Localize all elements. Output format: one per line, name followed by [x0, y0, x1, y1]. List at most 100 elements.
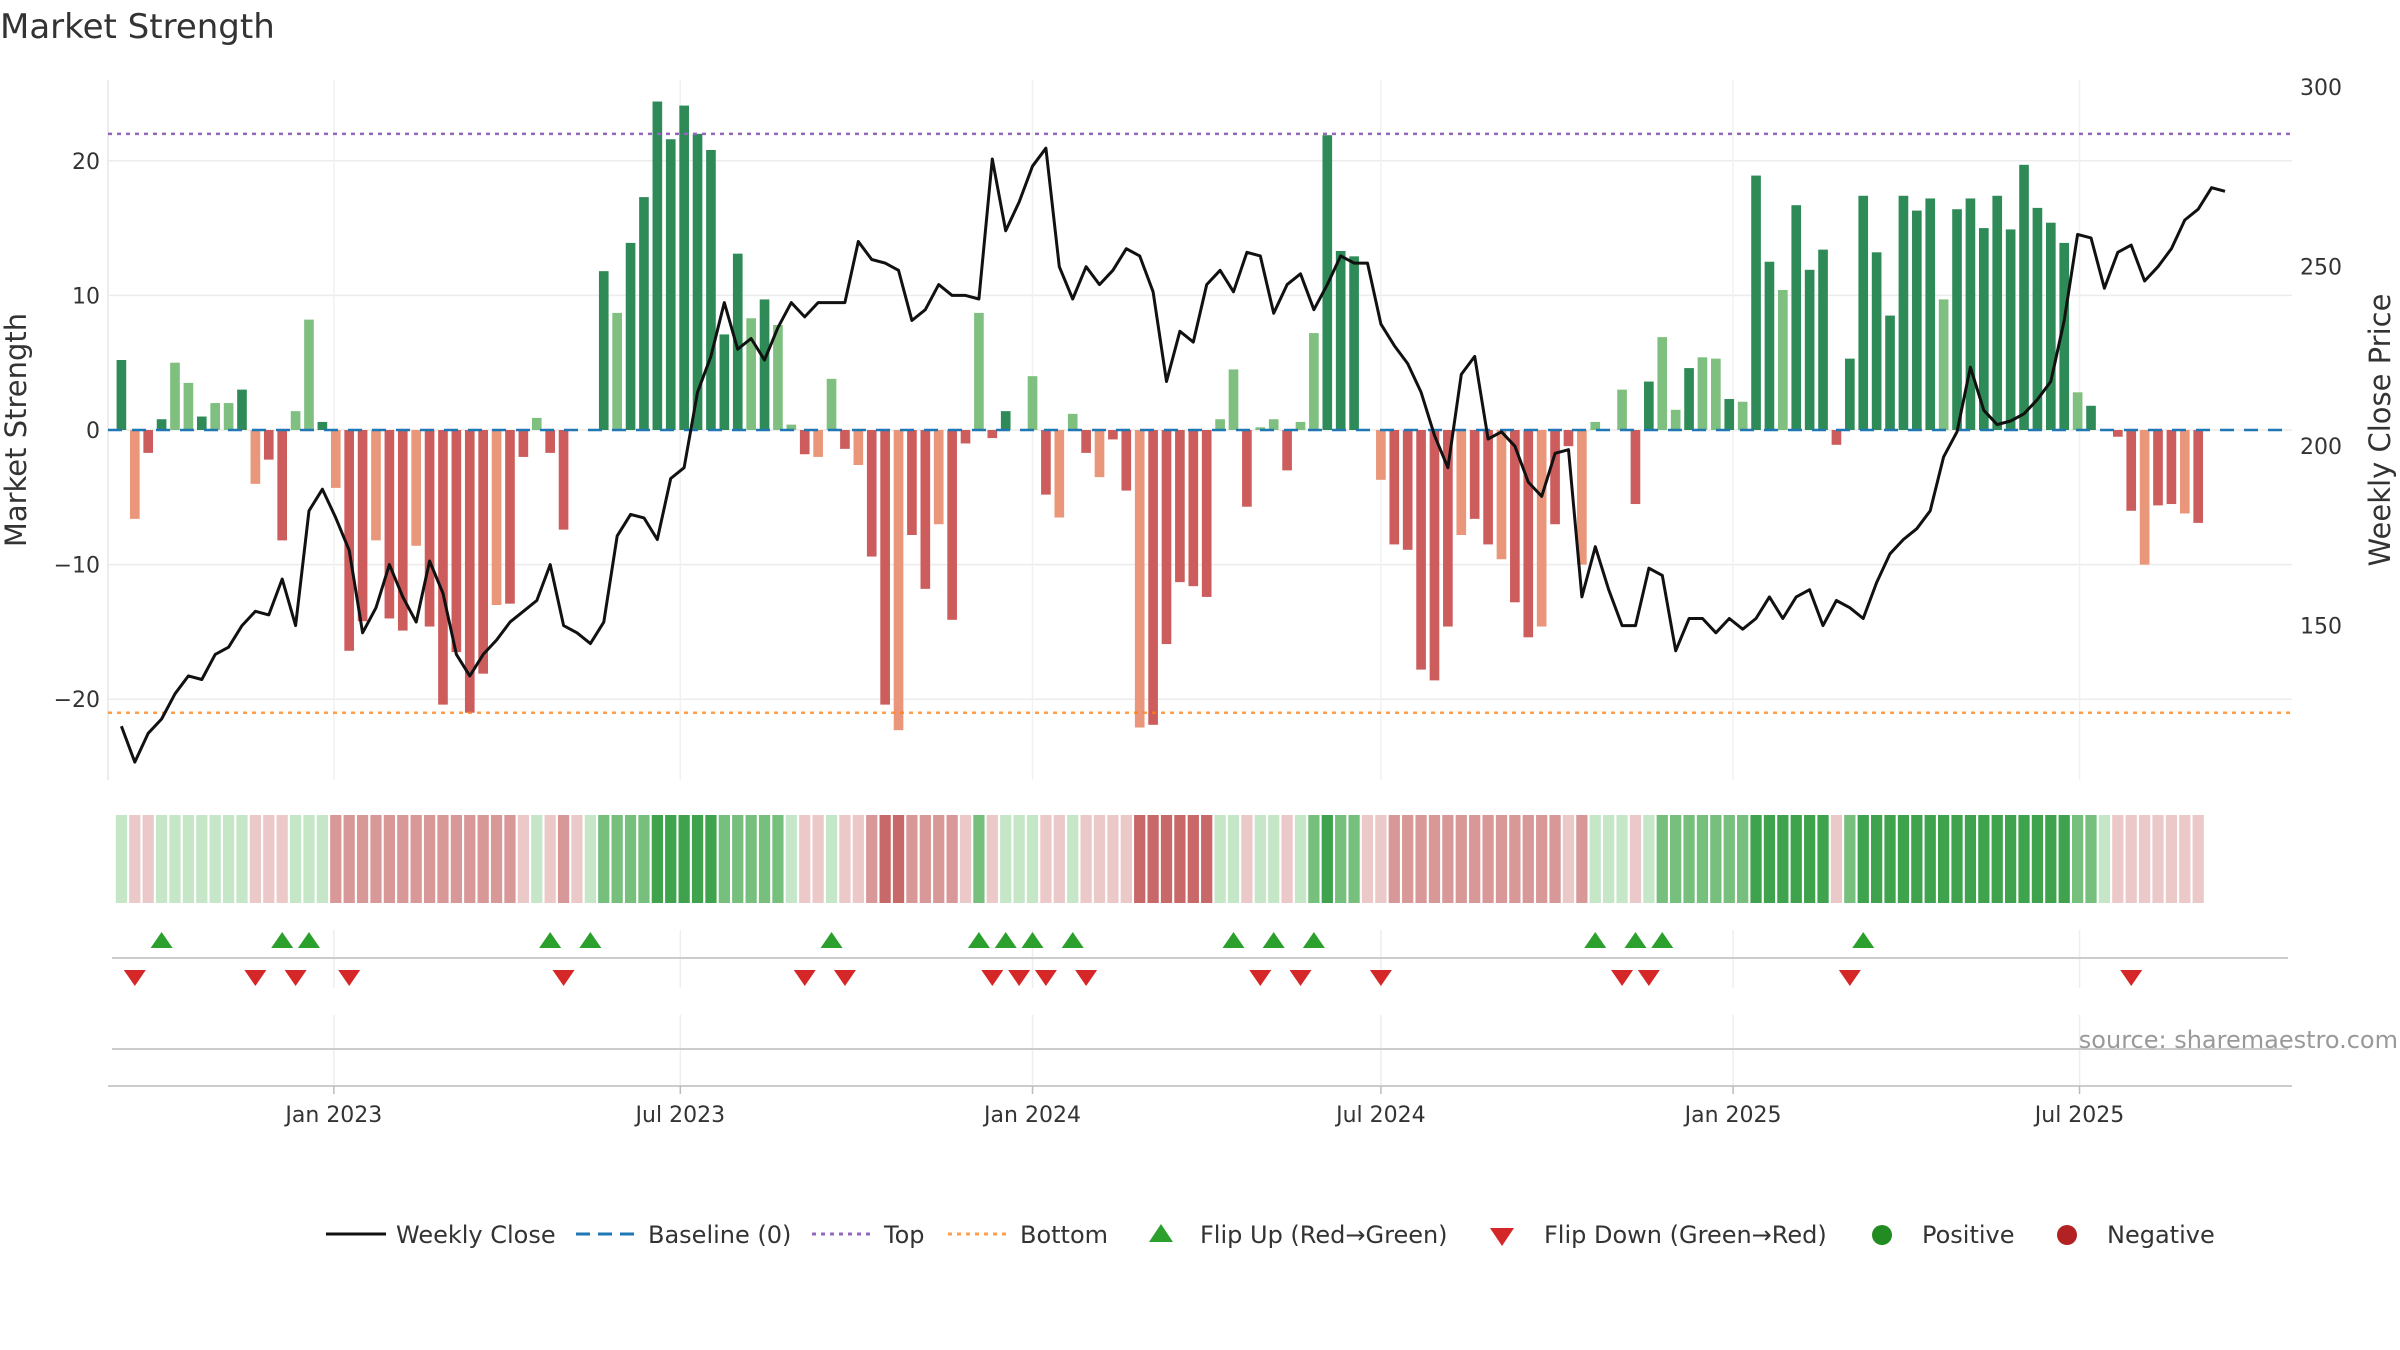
strength-bar: [196, 416, 207, 430]
strength-bar: [1376, 430, 1386, 480]
strength-bar: [1644, 381, 1654, 430]
band-cell: [973, 815, 985, 903]
strength-bar: [1242, 430, 1252, 507]
band-cell: [571, 815, 583, 903]
band-cell: [2179, 815, 2191, 903]
band-cell: [370, 815, 382, 903]
band-cell: [1763, 815, 1776, 903]
strength-bar: [263, 430, 274, 460]
flip-down-marker: [793, 970, 816, 986]
flip-up-marker: [1262, 932, 1285, 948]
strength-bar: [1791, 205, 1802, 430]
band-cell: [866, 815, 878, 903]
band-cell: [1670, 815, 1682, 903]
flip-down-marker: [552, 970, 575, 986]
strength-bar: [1952, 209, 1962, 430]
band-cell: [343, 815, 355, 903]
strength-bar: [397, 430, 408, 631]
band-cell: [638, 815, 650, 903]
band-cell: [946, 815, 958, 903]
strength-bar: [330, 430, 341, 488]
strength-bar: [357, 430, 368, 622]
band-cell: [1777, 815, 1789, 903]
band-cell: [1201, 815, 1213, 903]
strength-bar: [2072, 392, 2083, 430]
band-cell: [1696, 815, 1709, 903]
strength-bar: [933, 430, 944, 525]
strength-bar: [2045, 222, 2056, 430]
band-cell: [919, 815, 931, 903]
strength-bar: [826, 378, 837, 430]
strength-bar: [706, 150, 716, 430]
band-cell: [1107, 815, 1119, 903]
x-tick-label: Jan 2025: [1683, 1103, 1782, 1128]
band-cell: [1026, 815, 1039, 903]
strength-bar: [2193, 430, 2204, 523]
strength-bar: [853, 430, 864, 465]
strength-bar: [344, 430, 355, 651]
flip-up-marker: [539, 932, 562, 948]
band-cell: [1495, 815, 1508, 903]
band-cell: [1375, 815, 1387, 903]
strength-bar: [2139, 430, 2150, 565]
band-cell: [799, 815, 811, 903]
strength-bar: [692, 133, 703, 430]
y2-tick-label: 250: [2300, 256, 2342, 281]
band-cell: [584, 815, 596, 903]
flip-up-marker: [1222, 932, 1245, 948]
flip-down-marker: [1611, 970, 1634, 986]
band-cell: [1067, 815, 1079, 903]
flip-up-marker: [1651, 932, 1674, 948]
band-cell: [1871, 815, 1883, 903]
band-cell: [1589, 815, 1601, 903]
strength-bar: [1188, 430, 1199, 587]
band-cell: [477, 815, 489, 903]
band-cell: [2152, 815, 2164, 903]
strength-bar: [1067, 413, 1078, 430]
strength-bar: [277, 430, 288, 541]
band-cell: [1549, 815, 1561, 903]
y2-tick-label: 150: [2300, 615, 2342, 640]
strength-bar: [2153, 430, 2163, 506]
band-cell: [1335, 815, 1347, 903]
strength-bar: [1670, 409, 1681, 430]
legend-flip-down: Flip Down (Green→Red): [1544, 1221, 1827, 1249]
band-cell: [504, 815, 516, 903]
legend-negative: Negative: [2107, 1221, 2215, 1249]
band-cell: [651, 815, 663, 903]
band-cell: [1469, 815, 1481, 903]
band-cell: [665, 815, 677, 903]
strength-bar: [1711, 358, 1721, 430]
strength-bar: [464, 430, 475, 713]
strength-bar: [1684, 368, 1694, 430]
flip-up-marker: [994, 932, 1017, 948]
band-cell: [1442, 815, 1454, 903]
strength-bar: [116, 360, 127, 430]
band-cell: [1629, 815, 1642, 903]
y-tick-label: −20: [54, 688, 100, 713]
band-cell: [2045, 815, 2057, 903]
weekly-close-line: [119, 146, 2226, 764]
band-cell: [1710, 815, 1722, 903]
strength-bar: [1764, 261, 1775, 430]
legend-flip-up-icon: [1149, 1224, 1173, 1242]
strength-bar: [384, 430, 395, 619]
band-cell: [222, 815, 235, 903]
band-cell: [1522, 815, 1534, 903]
strength-bar: [2179, 430, 2190, 514]
band-cell: [1683, 815, 1695, 903]
band-cell: [852, 815, 864, 903]
strength-bar: [1121, 430, 1132, 491]
strength-bar: [250, 430, 261, 484]
strength-bar: [411, 430, 421, 546]
band-cell: [732, 815, 744, 903]
band-cell: [1509, 815, 1521, 903]
band-cell: [142, 815, 154, 903]
band-cell: [557, 815, 570, 903]
band-cell: [705, 815, 717, 903]
band-cell: [959, 815, 972, 903]
y-tick-label: 0: [86, 419, 100, 444]
band-cell: [758, 815, 771, 903]
flip-markers: [123, 932, 2143, 986]
flip-up-marker: [1021, 932, 1044, 948]
